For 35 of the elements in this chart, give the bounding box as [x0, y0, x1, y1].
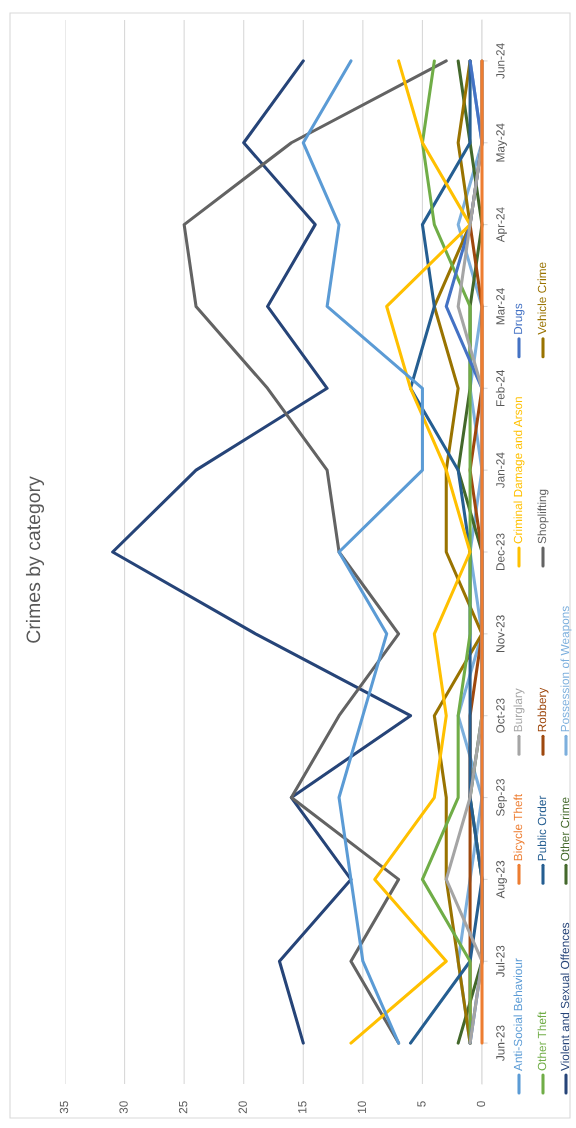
y-tick-label: Jul-23 [495, 945, 505, 978]
y-tick-label: Aug-23 [496, 860, 507, 899]
text: Crimes by category [25, 476, 45, 643]
y-tick-label: Sep-23 [496, 779, 507, 817]
x-tick-label: 30 [119, 1101, 128, 1114]
text: Burglary [513, 688, 525, 732]
x-tick-label: 35 [59, 1101, 69, 1114]
text: Violent and Sexual Offences [560, 922, 570, 1071]
text: Other Crime [560, 797, 570, 861]
y-tick-label: Jan-24 [496, 452, 505, 489]
text: Drugs [513, 303, 525, 334]
y-tick-label: Feb-24 [495, 369, 505, 407]
text: Shoplifting [537, 489, 549, 544]
y-tick-label: May-24 [496, 123, 507, 162]
y-tick-label: Oct-23 [496, 698, 505, 733]
x-tick-label: 15 [298, 1101, 307, 1113]
x-tick-label: 10 [357, 1101, 367, 1113]
text: Vehicle Crime [537, 262, 547, 335]
text: Robbery [537, 687, 549, 732]
y-tick-label: Jun-24 [496, 43, 505, 79]
x-tick-label: 5 [417, 1101, 426, 1107]
x-tick-label: 20 [238, 1101, 247, 1114]
text: Possession of Weapons [560, 606, 572, 732]
text: Other Theft [537, 1011, 547, 1071]
text: Bicycle Theft [513, 793, 525, 861]
y-tick-label: Nov-23 [496, 615, 505, 652]
x-tick-label: 0 [476, 1101, 486, 1107]
x-tick-label: 25 [178, 1101, 188, 1114]
text: Criminal Damage and Arson [513, 397, 525, 544]
y-tick-label: Apr-24 [496, 207, 507, 243]
y-tick-label: Jun-23 [496, 1025, 505, 1061]
y-tick-label: Dec-23 [496, 533, 505, 571]
y-tick-label: Mar-24 [496, 288, 505, 325]
text: Public Order [537, 795, 547, 861]
text: Anti-Social Behaviour [513, 958, 523, 1071]
